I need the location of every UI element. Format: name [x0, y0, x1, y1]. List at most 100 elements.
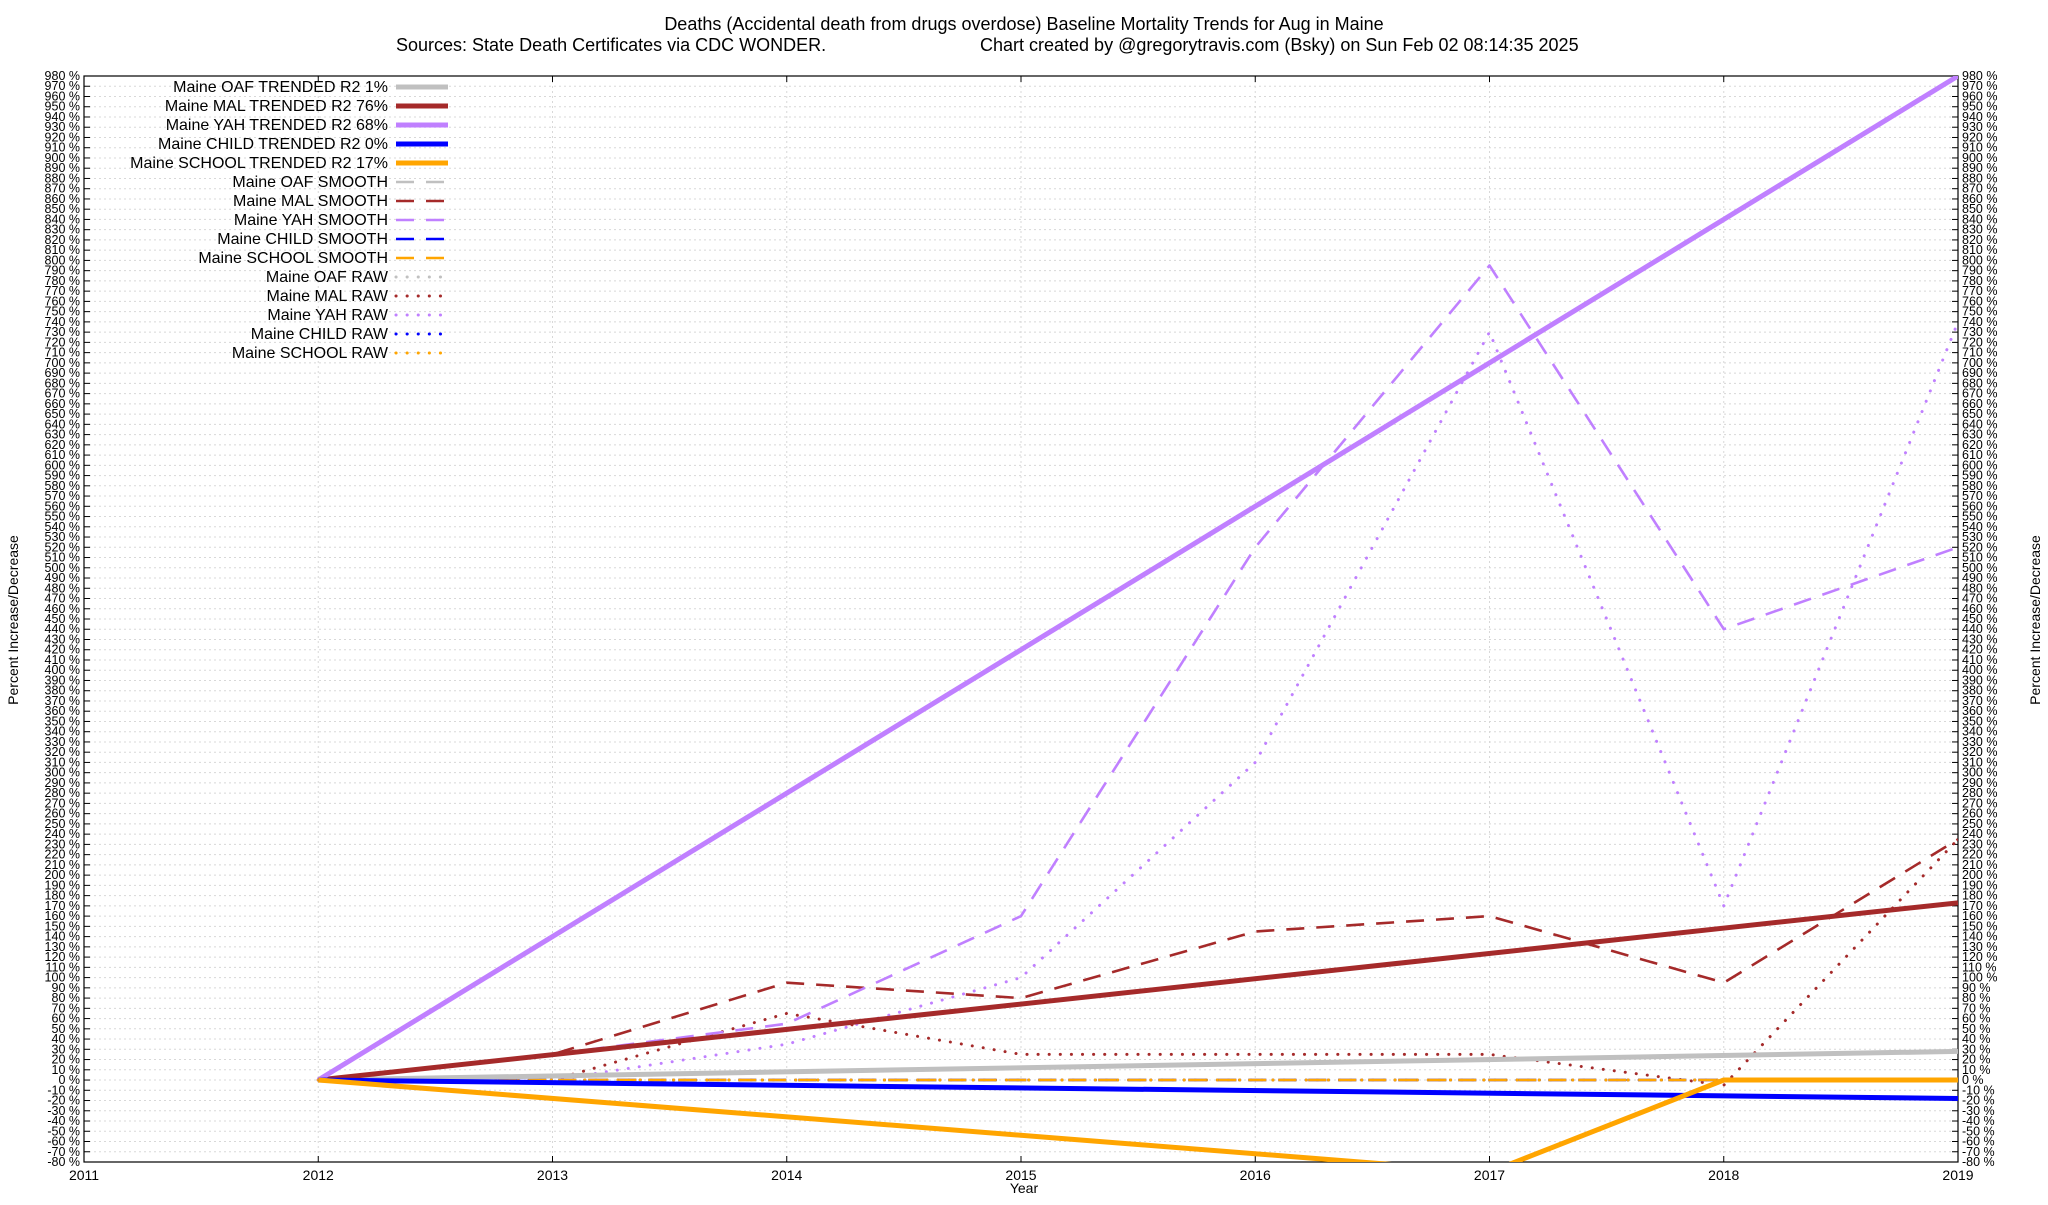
y-tick-label-left: 70 %: [52, 1001, 81, 1015]
chart-subtitle-left: Sources: State Death Certificates via CD…: [396, 35, 826, 55]
y-tick-label-right: -10 %: [1962, 1083, 1995, 1097]
y-tick-label-right: 0 %: [1962, 1073, 1984, 1087]
y-tick-label-left: 970 %: [45, 79, 80, 93]
y-tick-label-left: -10 %: [47, 1083, 80, 1097]
legend-label: Maine MAL SMOOTH: [233, 193, 388, 210]
y-tick-label-left: 810 %: [45, 243, 80, 257]
y-tick-label-left: 80 %: [52, 991, 81, 1005]
y-tick-label-left: 450 %: [45, 612, 80, 626]
y-tick-label-left: 630 %: [45, 428, 80, 442]
y-tick-label-left: 210 %: [45, 858, 80, 872]
y-tick-label-left: 420 %: [45, 643, 80, 657]
y-tick-label-right: 560 %: [1962, 499, 1997, 513]
x-axis-label: Year: [1010, 1180, 1039, 1196]
y-tick-label-right: 820 %: [1962, 233, 1997, 247]
y-tick-label-left: 820 %: [45, 233, 80, 247]
y-tick-label-left: 940 %: [45, 110, 80, 124]
y-tick-label-left: 880 %: [45, 171, 80, 185]
y-tick-label-right: 950 %: [1962, 100, 1997, 114]
y-tick-label-left: 220 %: [45, 848, 80, 862]
legend-label: Maine YAH TRENDED R2 68%: [166, 117, 388, 134]
legend-label: Maine OAF SMOOTH: [232, 174, 388, 191]
y-tick-label-right: 570 %: [1962, 489, 1997, 503]
y-tick-label-left: 740 %: [45, 315, 80, 329]
legend-label: Maine YAH SMOOTH: [234, 212, 388, 229]
y-tick-label-right: 350 %: [1962, 714, 1997, 728]
y-tick-label-right: 750 %: [1962, 305, 1997, 319]
y-tick-label-right: 690 %: [1962, 366, 1997, 380]
y-tick-label-right: 590 %: [1962, 469, 1997, 483]
y-tick-label-right: 580 %: [1962, 479, 1997, 493]
y-tick-label-left: 920 %: [45, 130, 80, 144]
y-tick-label-left: 780 %: [45, 274, 80, 288]
y-tick-label-right: 60 %: [1962, 1012, 1991, 1026]
y-tick-label-right: -60 %: [1962, 1135, 1995, 1149]
y-tick-label-left: 310 %: [45, 755, 80, 769]
y-tick-label-right: 300 %: [1962, 766, 1997, 780]
y-tick-label-left: 20 %: [52, 1053, 81, 1067]
y-tick-label-left: 90 %: [52, 981, 81, 995]
legend-label: Maine SCHOOL SMOOTH: [198, 250, 388, 267]
y-tick-label-right: 290 %: [1962, 776, 1997, 790]
y-tick-label-right: 500 %: [1962, 561, 1997, 575]
y-tick-label-left: 660 %: [45, 397, 80, 411]
y-tick-label-right: 490 %: [1962, 571, 1997, 585]
x-tick-label: 2013: [537, 1167, 568, 1183]
x-tick-label: 2011: [69, 1167, 99, 1183]
y-tick-label-left: 760 %: [45, 294, 80, 308]
y-tick-label-right: 20 %: [1962, 1053, 1991, 1067]
y-tick-label-left: 520 %: [45, 540, 80, 554]
y-tick-label-left: 480 %: [45, 581, 80, 595]
legend: Maine OAF TRENDED R2 1% Maine MAL TRENDED…: [130, 79, 450, 362]
y-tick-label-left: 580 %: [45, 479, 80, 493]
y-tick-label-right: -70 %: [1962, 1145, 1995, 1159]
y-tick-label-left: 440 %: [45, 622, 80, 636]
y-tick-label-left: 930 %: [45, 120, 80, 134]
y-tick-label-left: 10 %: [52, 1063, 81, 1077]
y-tick-label-right: 10 %: [1962, 1063, 1991, 1077]
y-tick-label-right: 600 %: [1962, 458, 1997, 472]
y-tick-label-right: -50 %: [1962, 1124, 1995, 1138]
y-tick-label-left: 690 %: [45, 366, 80, 380]
y-tick-label-left: 270 %: [45, 796, 80, 810]
y-tick-label-right: 660 %: [1962, 397, 1997, 411]
y-tick-label-right: 80 %: [1962, 991, 1991, 1005]
y-tick-label-left: 570 %: [45, 489, 80, 503]
y-tick-label-left: 350 %: [45, 714, 80, 728]
y-tick-label-left: 280 %: [45, 786, 80, 800]
y-tick-label-right: 260 %: [1962, 807, 1997, 821]
y-tick-label-left: -60 %: [47, 1135, 80, 1149]
y-tick-label-right: 680 %: [1962, 376, 1997, 390]
legend-label: Maine CHILD SMOOTH: [217, 231, 388, 248]
chart-title: Deaths (Accidental death from drugs over…: [664, 14, 1383, 34]
y-tick-label-left: 150 %: [45, 919, 80, 933]
y-tick-label-right: 150 %: [1962, 919, 1997, 933]
y-tick-label-right: 270 %: [1962, 796, 1997, 810]
y-tick-label-right: 360 %: [1962, 704, 1997, 718]
y-tick-label-left: 390 %: [45, 673, 80, 687]
y-tick-label-right: 420 %: [1962, 643, 1997, 657]
y-tick-label-left: 380 %: [45, 684, 80, 698]
y-tick-label-left: 260 %: [45, 807, 80, 821]
y-tick-label-right: 790 %: [1962, 264, 1997, 278]
y-tick-label-right: 440 %: [1962, 622, 1997, 636]
legend-label: Maine SCHOOL RAW: [232, 345, 389, 362]
y-tick-label-right: 90 %: [1962, 981, 1991, 995]
chart-subtitle-right: Chart created by @gregorytravis.com (Bsk…: [980, 35, 1579, 55]
y-tick-label-right: 610 %: [1962, 448, 1997, 462]
y-tick-label-right: 880 %: [1962, 171, 1997, 185]
y-tick-label-right: 480 %: [1962, 581, 1997, 595]
y-tick-label-right: 520 %: [1962, 540, 1997, 554]
legend-label: Maine MAL RAW: [266, 288, 388, 305]
y-tick-label-left: 330 %: [45, 735, 80, 749]
y-tick-label-right: 890 %: [1962, 161, 1997, 175]
grid-layer: [83, 75, 1959, 1163]
y-tick-label-left: -20 %: [47, 1094, 80, 1108]
y-tick-label-right: 830 %: [1962, 223, 1997, 237]
y-tick-label-left: 490 %: [45, 571, 80, 585]
y-tick-label-right: 850 %: [1962, 202, 1997, 216]
y-tick-label-left: -50 %: [47, 1124, 80, 1138]
y-tick-label-right: 340 %: [1962, 725, 1997, 739]
axis-layer: -80 % -80 %-70 % -70 %-60 % -60 %-50 % -50 %…: [45, 69, 1998, 1183]
